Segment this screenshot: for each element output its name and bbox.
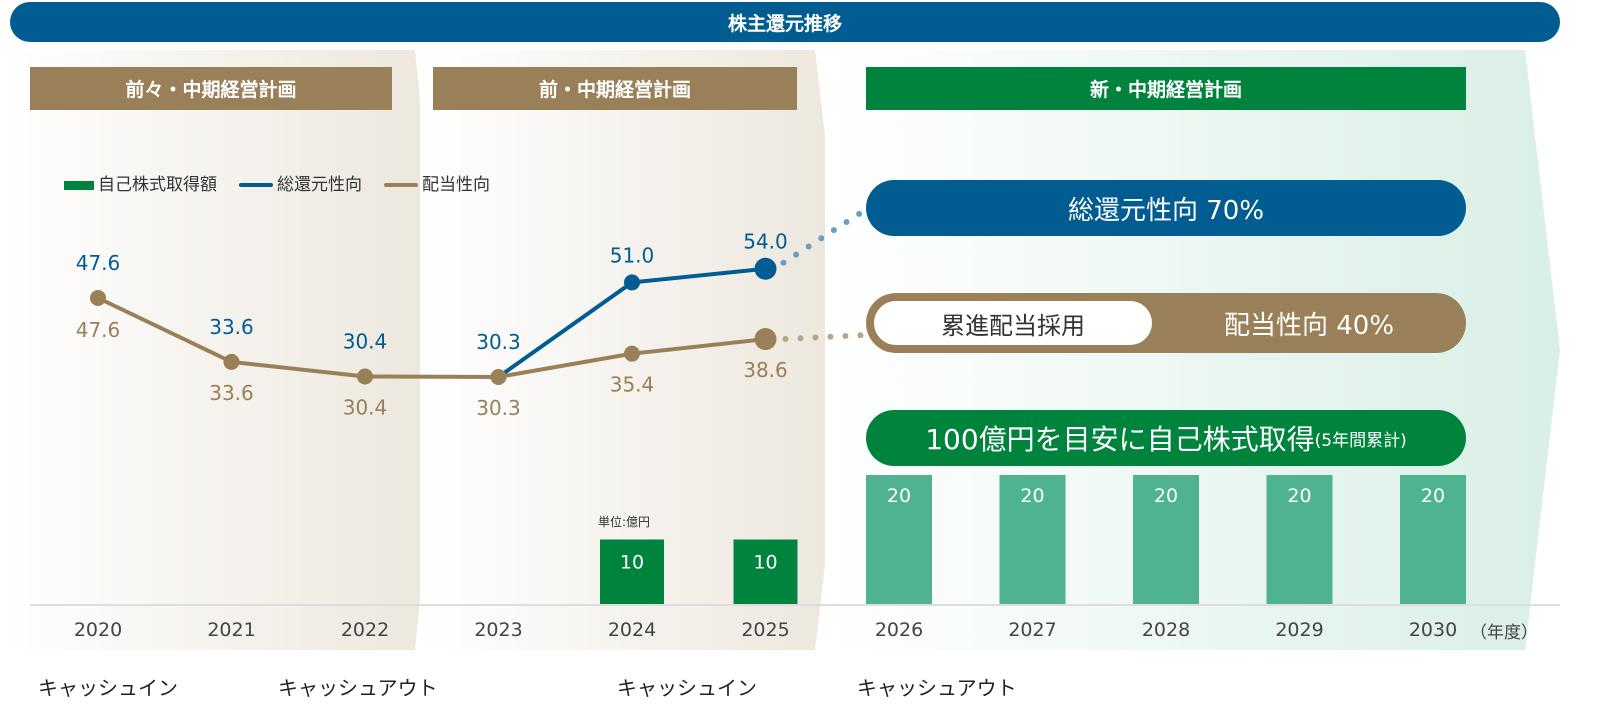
period-bg-1 <box>0 50 445 650</box>
x-tick-2030: 2030 <box>1409 619 1457 641</box>
payout-label-2020: 47.6 <box>76 318 121 342</box>
payout-point-2023 <box>490 368 507 385</box>
legend-payout: 配当性向 <box>384 170 490 195</box>
cash-in-label-1: キャッシュイン <box>38 676 178 700</box>
page-title: 株主還元推移 <box>10 2 1560 42</box>
unit-label: 単位:億円 <box>598 515 651 529</box>
total-return-label-2022: 30.4 <box>343 329 388 353</box>
x-tick-2027: 2027 <box>1008 619 1056 641</box>
total-return-label-2021: 33.6 <box>209 315 254 339</box>
cash-out-label-2: キャッシュアウト <box>857 676 1017 700</box>
x-tick-2020: 2020 <box>74 619 122 641</box>
x-tick-2026: 2026 <box>875 619 923 641</box>
payout-label-2024: 35.4 <box>610 373 655 397</box>
plan-header-new: 新・中期経営計画 <box>866 67 1466 110</box>
total-return-extension <box>780 209 865 266</box>
legend-total-return: 総還元性向 <box>239 170 362 195</box>
bar-2026 <box>866 475 932 604</box>
x-tick-2028: 2028 <box>1142 619 1190 641</box>
buyback-target: 100億円を目安に自己株式取得 (5年間累計) <box>866 410 1466 466</box>
x-tick-2022: 2022 <box>341 619 389 641</box>
bar-2024 <box>600 539 664 604</box>
bar-2027 <box>999 475 1066 604</box>
total-return-target: 総還元性向 70% <box>866 180 1466 236</box>
payout-label-2023: 30.3 <box>476 396 521 420</box>
payout-point-2025 <box>754 328 777 351</box>
legend: 自己株式取得額 総還元性向 配当性向 <box>64 170 490 195</box>
bar-2028 <box>1133 475 1199 604</box>
cash-in-label-2: キャッシュイン <box>617 676 757 700</box>
plan-header-previous: 前・中期経営計画 <box>433 67 797 110</box>
x-tick-2029: 2029 <box>1275 619 1323 641</box>
total-return-label-2023: 30.3 <box>476 330 521 354</box>
x-tick-2024: 2024 <box>608 619 656 641</box>
payout-target: 累進配当採用 配当性向 40% <box>866 293 1466 353</box>
total-return-label-2020: 47.6 <box>76 251 121 275</box>
payout-label-2022: 30.4 <box>343 395 388 419</box>
total-return-label-2025: 54.0 <box>743 230 788 254</box>
payout-point-2024 <box>624 345 640 362</box>
total-return-label-2024: 51.0 <box>610 243 655 267</box>
payout-target-text: 配当性向 40% <box>1223 310 1395 341</box>
bar-label-2030: 20 <box>1421 485 1445 507</box>
x-tick-2023: 2023 <box>474 619 522 641</box>
bar-label-2025: 10 <box>753 552 777 574</box>
payout-line <box>97 296 766 379</box>
payout-label-2021: 33.6 <box>209 381 254 405</box>
payout-point-2020 <box>90 289 106 306</box>
bar-label-2028: 20 <box>1154 485 1178 507</box>
cash-out-label-1: キャッシュアウト <box>278 676 438 700</box>
x-tick-2025: 2025 <box>741 619 789 641</box>
payout-point-2022 <box>357 368 373 385</box>
bar-2029 <box>1266 475 1333 604</box>
bar-label-2029: 20 <box>1287 485 1311 507</box>
total-return-point-2025 <box>754 257 777 280</box>
buyback-target-note: (5年間累計) <box>1314 430 1407 451</box>
bar-label-2026: 20 <box>887 485 911 507</box>
bar-label-2024: 10 <box>620 552 644 574</box>
payout-label-2025: 38.6 <box>743 358 788 382</box>
total-return-point-2024 <box>624 274 640 291</box>
plan-header-previous-previous: 前々・中期経営計画 <box>30 67 392 110</box>
x-tick-2021: 2021 <box>207 619 255 641</box>
year-unit: （年度） <box>1470 623 1538 643</box>
progressive-dividend-badge: 累進配当採用 <box>874 301 1152 345</box>
payout-point-2021 <box>223 353 240 370</box>
bar-2030 <box>1400 475 1466 604</box>
bar-2025 <box>733 539 798 604</box>
legend-buyback: 自己株式取得額 <box>64 170 217 195</box>
buyback-target-text: 100億円を目安に自己株式取得 <box>925 423 1315 456</box>
bar-label-2027: 20 <box>1020 485 1044 507</box>
payout-extension <box>782 332 869 343</box>
